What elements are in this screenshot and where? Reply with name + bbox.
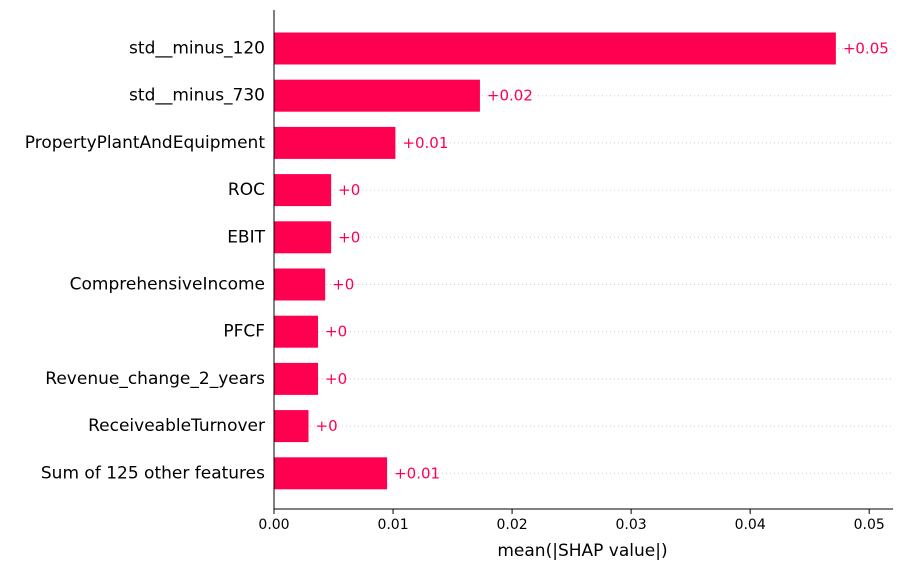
labels: std__minus_120 +0.05 std__minus_730 +0.02 Pr… (25, 39, 889, 534)
category-label: PFCF (223, 322, 265, 342)
category-label: std__minus_120 (129, 39, 265, 59)
category-label: ComprehensiveIncome (70, 275, 265, 295)
category-label: EBIT (227, 227, 265, 247)
category-label: PropertyPlantAndEquipment (25, 133, 266, 153)
bar (274, 32, 836, 65)
bars (274, 32, 836, 490)
x-axis-title: mean(|SHAP value|) (497, 541, 667, 561)
value-label: +0 (325, 323, 347, 341)
axes (273, 10, 893, 514)
category-label: Sum of 125 other features (41, 463, 265, 483)
value-label: +0.01 (402, 134, 448, 152)
category-label: ReceiveableTurnover (88, 416, 265, 436)
bar (274, 315, 319, 348)
x-tick-label: 0.05 (854, 517, 885, 533)
x-tick-label: 0.00 (258, 517, 289, 533)
bar (274, 410, 309, 443)
x-tick-label: 0.04 (735, 517, 766, 533)
bar (274, 79, 480, 112)
value-label: +0 (338, 181, 360, 199)
bar (274, 174, 332, 207)
value-label: +0 (332, 276, 354, 294)
value-label: +0 (325, 370, 347, 388)
category-label: std__minus_730 (129, 86, 265, 106)
bar (274, 126, 396, 159)
value-label: +0.02 (487, 87, 533, 105)
value-label: +0 (338, 228, 360, 246)
x-tick-label: 0.03 (616, 517, 647, 533)
value-label: +0.01 (394, 464, 440, 482)
value-label: +0.05 (843, 40, 889, 58)
category-label: ROC (228, 180, 265, 200)
grid-lines (274, 48, 893, 474)
bar (274, 457, 388, 490)
bar (274, 362, 319, 395)
bar (274, 268, 326, 301)
x-tick-label: 0.01 (377, 517, 408, 533)
value-label: +0 (316, 417, 338, 435)
bar (274, 221, 332, 254)
x-tick-label: 0.02 (496, 517, 527, 533)
category-label: Revenue_change_2_years (45, 369, 265, 389)
